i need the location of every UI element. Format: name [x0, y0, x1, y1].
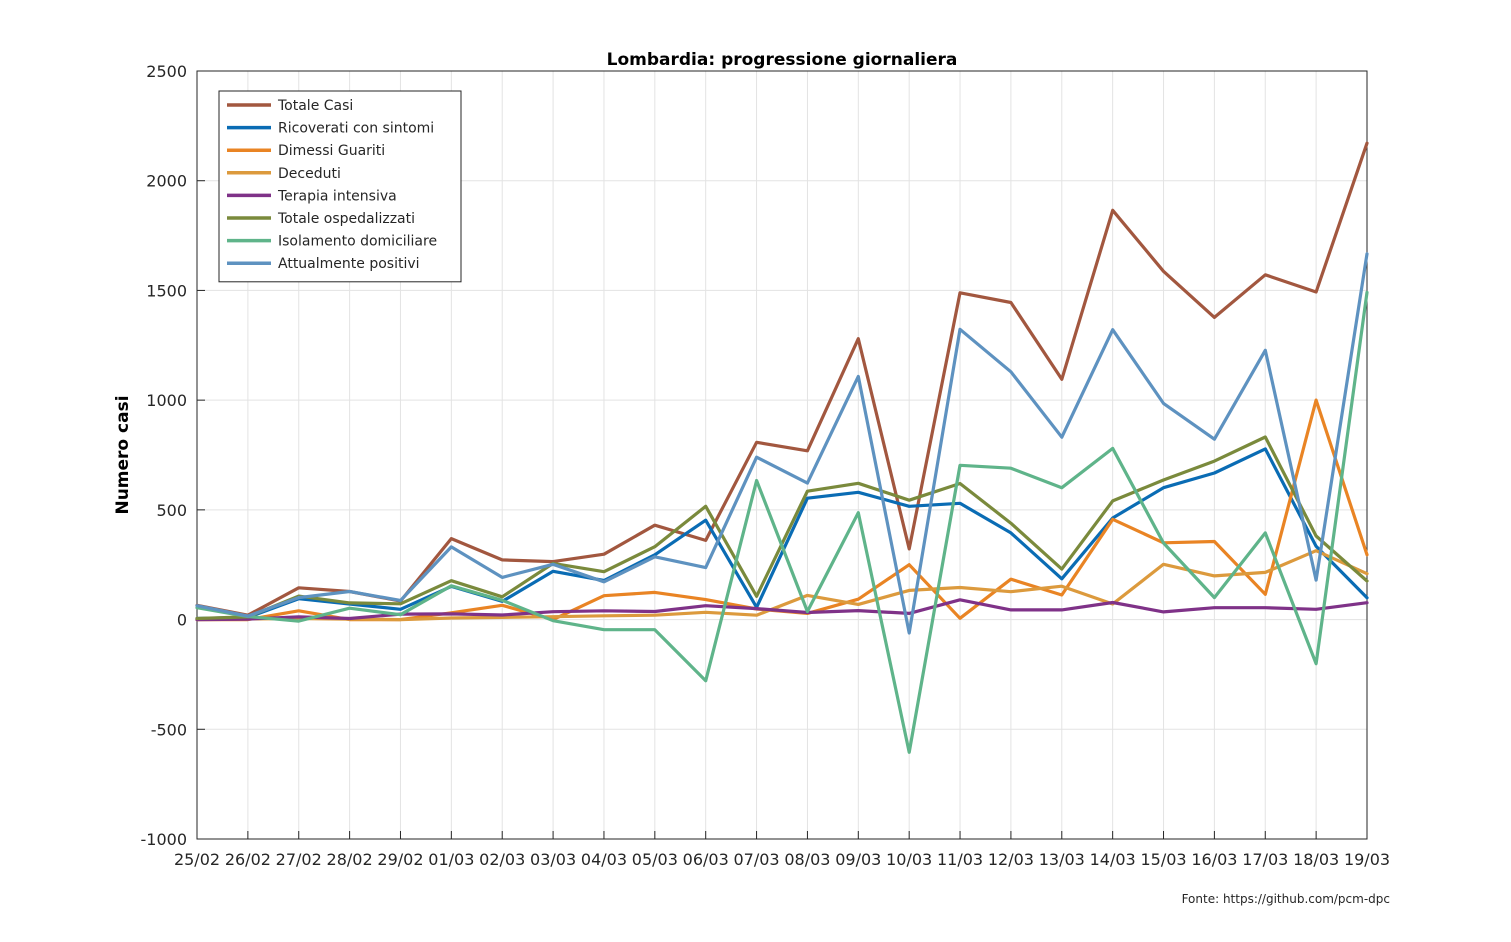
series-lines: [195, 141, 1369, 754]
legend-box: [218, 90, 462, 283]
x-tick-label: 12/03: [988, 850, 1034, 869]
axes: -1000 -500 0 500 1000 1500 2000 2500 25/02 26/02 2…: [141, 62, 1391, 869]
legend-label: Totale Casi: [277, 98, 353, 114]
y-tick-label: -500: [151, 720, 187, 739]
x-tick-label: 18/03: [1293, 850, 1339, 869]
series-line-attualmente-positivi: [195, 252, 1369, 635]
x-tick-label: 11/03: [937, 850, 983, 869]
x-tick-label: 28/02: [327, 850, 373, 869]
legend: Totale Casi Ricoverati con sintomi Dimessi…: [218, 90, 462, 283]
x-tick-label: 25/02: [174, 850, 220, 869]
legend-label: Dimessi Guariti: [278, 143, 385, 159]
y-tick-label: 1500: [146, 281, 187, 300]
source-note: Fonte: https://github.com/pcm-dpc: [1181, 892, 1390, 906]
y-tick-label: 0: [177, 611, 187, 630]
x-tick-label: 15/03: [1140, 850, 1186, 869]
x-tick-label: 29/02: [377, 850, 423, 869]
x-tick-label: 27/02: [276, 850, 322, 869]
x-tick-label: 13/03: [1039, 850, 1085, 869]
series-line-deceduti: [195, 549, 1369, 622]
y-tick-label: 1000: [146, 391, 187, 410]
series-line-ricoverati-con-sintomi: [195, 447, 1369, 621]
series-line-totale-ospedalizzati: [195, 435, 1369, 621]
x-tick-label: 16/03: [1191, 850, 1237, 869]
x-tick-label: 10/03: [886, 850, 932, 869]
legend-label: Attualmente positivi: [278, 256, 420, 272]
x-tick-label: 02/03: [479, 850, 525, 869]
x-tick-label: 04/03: [581, 850, 627, 869]
y-axis-label: Numero casi: [113, 395, 133, 514]
y-tick-label: 2500: [146, 62, 187, 81]
y-tick-label: 2000: [146, 172, 187, 191]
x-tick-label: 01/03: [428, 850, 474, 869]
x-tick-label: 08/03: [784, 850, 830, 869]
x-tick-label: 14/03: [1090, 850, 1136, 869]
y-tick-label: 500: [156, 501, 187, 520]
legend-label: Terapia intensiva: [277, 188, 397, 204]
legend-label: Deceduti: [278, 166, 341, 182]
x-tick-label: 03/03: [530, 850, 576, 869]
x-tick-label: 26/02: [225, 850, 271, 869]
chart-title: Lombardia: progressione giornaliera: [607, 50, 958, 70]
x-tick-label: 09/03: [835, 850, 881, 869]
x-tick-label: 17/03: [1242, 850, 1288, 869]
plot-frame: [196, 70, 1368, 840]
legend-label: Isolamento domiciliare: [278, 234, 437, 250]
x-tick-label: 05/03: [632, 850, 678, 869]
x-tick-label: 19/03: [1344, 850, 1390, 869]
x-tick-label: 07/03: [734, 850, 780, 869]
legend-label: Ricoverati con sintomi: [278, 121, 434, 137]
series-line-isolamento-domiciliare: [195, 290, 1369, 754]
x-tick-label: 06/03: [683, 850, 729, 869]
y-tick-label: -1000: [141, 830, 188, 849]
legend-label: Totale ospedalizzati: [277, 211, 415, 227]
